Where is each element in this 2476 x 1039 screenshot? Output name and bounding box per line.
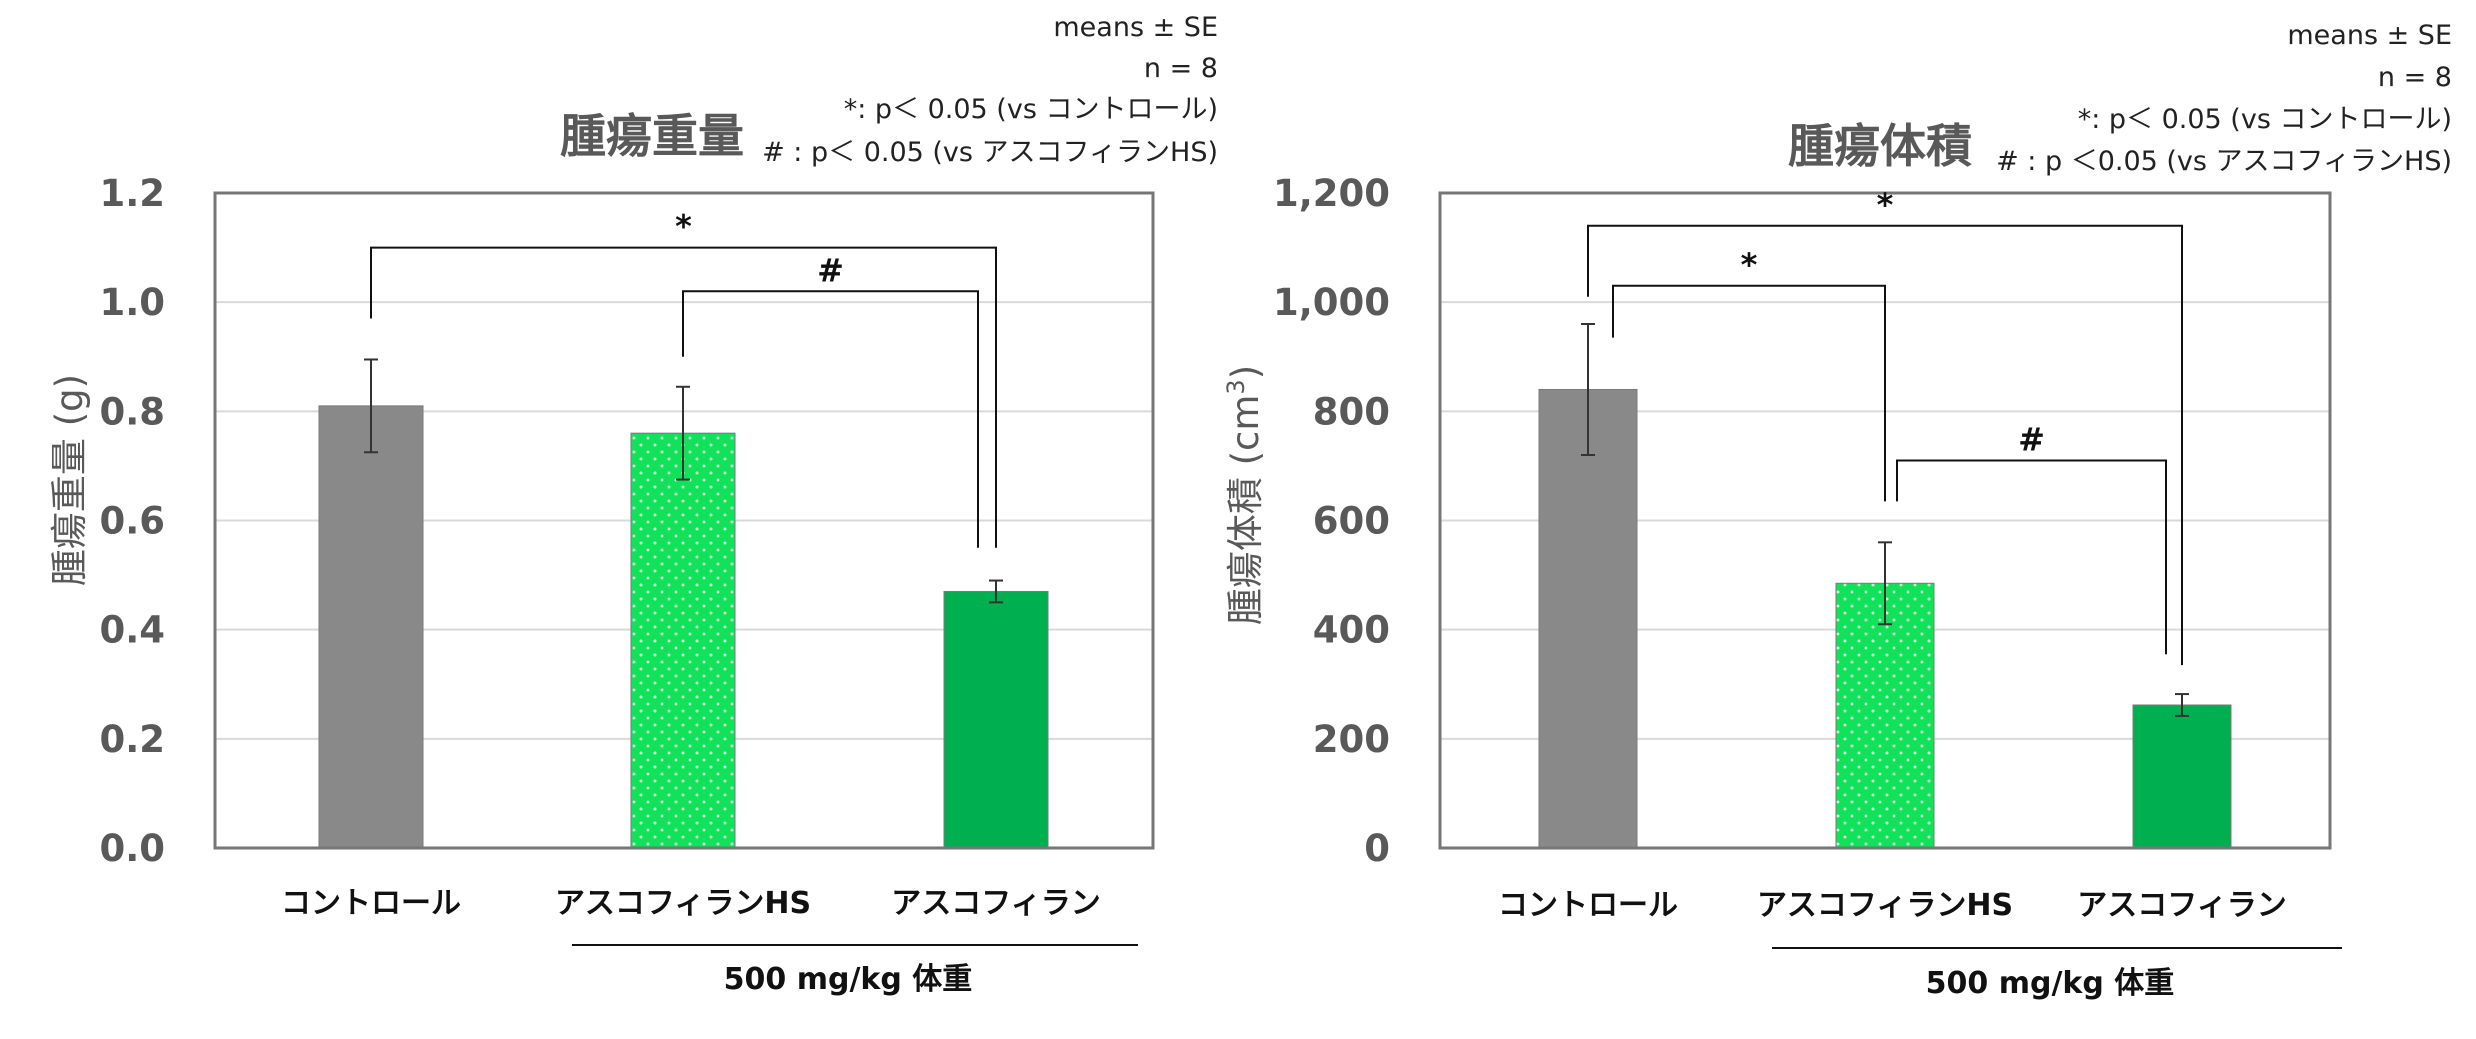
sig-marker: # [817, 251, 844, 289]
significance-brackets: * * # [1587, 186, 2183, 666]
y-tick: 800 [1313, 390, 1390, 433]
sig-marker: * [1877, 186, 1894, 224]
chart-volume: means ± SE n = 8 *: p＜ 0.05 (vs コントロール) … [1222, 20, 2452, 1001]
bars [318, 405, 1049, 849]
bar [1538, 389, 1638, 849]
bracket [1896, 459, 2167, 655]
y-axis-label-superscript: 3 [1222, 379, 1250, 394]
bar [318, 405, 424, 849]
significance-brackets: * # [370, 208, 997, 548]
y-axis-label: 腫瘍体積 (cm3) [1222, 365, 1267, 625]
chart-title: 腫瘍重量 [560, 109, 744, 163]
y-tick: 0.6 [99, 500, 165, 543]
bar [2132, 704, 2232, 849]
y-tick: 1.0 [99, 281, 165, 324]
bar [630, 432, 736, 849]
y-tick: 0.2 [99, 718, 165, 761]
x-category-label: コントロール [1498, 888, 1678, 923]
y-tick: 1,200 [1273, 172, 1390, 215]
y-axis-label-main: 腫瘍体積 (cm [1224, 395, 1267, 626]
bracket [682, 290, 979, 548]
plot-frame [213, 191, 1155, 850]
y-axis-ticks: 0 200 400 600 800 1,000 1,200 [1273, 172, 1390, 870]
note-star: *: p＜ 0.05 (vs コントロール) [844, 94, 1218, 125]
note-n: n = 8 [2378, 62, 2452, 93]
y-tick: 0.8 [99, 390, 165, 433]
y-axis-label-close: ) [1224, 365, 1267, 379]
x-category-label: コントロール [281, 886, 461, 921]
y-tick: 200 [1313, 718, 1390, 761]
x-category-label: アスコフィラン [891, 886, 1100, 921]
y-tick: 600 [1313, 500, 1390, 543]
plot-frame [1438, 191, 2332, 850]
note-hash: # : p＜ 0.05 (vs アスコフィランHS) [762, 137, 1218, 168]
note-n: n = 8 [1144, 53, 1218, 84]
y-tick: 1,000 [1273, 281, 1390, 324]
group-label: 500 mg/kg 体重 [1926, 966, 2175, 1001]
note-means: means ± SE [1053, 12, 1218, 43]
group-label: 500 mg/kg 体重 [724, 962, 973, 997]
sig-marker: * [1741, 246, 1758, 284]
bracket [1587, 224, 2183, 666]
note-star: *: p＜ 0.05 (vs コントロール) [2078, 104, 2452, 135]
note-means: means ± SE [2287, 20, 2452, 51]
bracket [370, 246, 997, 548]
y-tick: 400 [1313, 609, 1390, 652]
error-bars [364, 358, 1003, 604]
sig-marker: # [2018, 420, 2045, 458]
x-category-label: アスコフィラン [2077, 888, 2286, 923]
bar [943, 590, 1049, 849]
sig-marker: * [675, 208, 692, 246]
bars [1538, 389, 2232, 849]
y-tick: 1.2 [99, 172, 165, 215]
bracket [1612, 284, 1886, 502]
x-category-label: アスコフィランHS [555, 886, 811, 921]
y-axis-label: 腫瘍重量 (g) [48, 374, 91, 586]
note-hash: # : p ＜0.05 (vs アスコフィランHS) [1996, 146, 2452, 177]
error-bars [1581, 323, 2189, 717]
y-tick: 0.4 [99, 609, 165, 652]
y-tick: 0 [1364, 827, 1390, 870]
bar [1835, 582, 1935, 849]
chart-title: 腫瘍体積 [1788, 119, 1972, 173]
y-tick: 0.0 [99, 827, 165, 870]
x-category-label: アスコフィランHS [1757, 888, 2013, 923]
chart-weight: means ± SE n = 8 *: p＜ 0.05 (vs コントロール) … [48, 12, 1218, 997]
y-axis-ticks: 0.0 0.2 0.4 0.6 0.8 1.0 1.2 [99, 172, 165, 870]
